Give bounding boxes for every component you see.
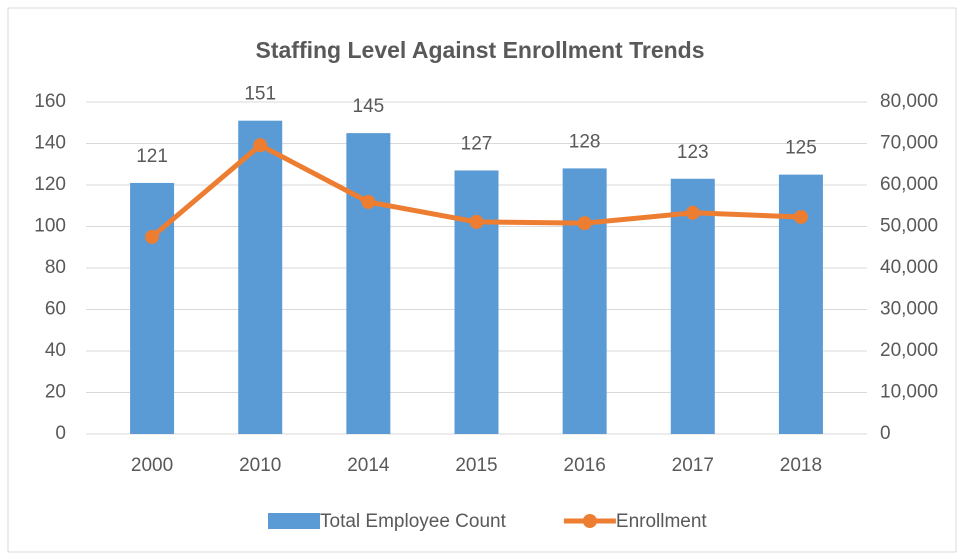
bar	[454, 170, 499, 434]
y2-tick-label: 0	[880, 423, 891, 444]
line-marker	[361, 195, 376, 210]
legend-label: Total Employee Count	[320, 511, 507, 532]
x-tick-label: 2018	[780, 455, 822, 476]
data-label: 127	[461, 133, 493, 154]
data-label: 123	[677, 142, 709, 163]
x-tick-label: 2016	[564, 455, 606, 476]
y-tick-label: 20	[45, 382, 66, 403]
y-tick-label: 140	[34, 133, 66, 154]
y2-tick-label: 30,000	[880, 299, 938, 320]
y2-tick-label: 20,000	[880, 340, 938, 361]
bar	[346, 133, 391, 434]
legend-marker	[582, 514, 597, 528]
y-tick-label: 80	[45, 257, 66, 278]
x-tick-label: 2014	[347, 455, 390, 476]
x-tick-label: 2017	[672, 455, 714, 476]
line-marker	[685, 205, 700, 220]
line-marker	[577, 216, 592, 231]
y-tick-label: 120	[34, 174, 66, 195]
line-marker	[253, 138, 268, 153]
legend-label: Enrollment	[616, 511, 708, 532]
bar	[562, 168, 607, 434]
y2-tick-label: 40,000	[880, 257, 938, 278]
line-marker	[145, 229, 160, 244]
legend-swatch	[268, 513, 320, 529]
y-tick-label: 160	[34, 91, 66, 112]
x-tick-label: 2010	[239, 455, 281, 476]
y2-tick-label: 60,000	[880, 174, 938, 195]
data-label: 121	[136, 146, 168, 167]
line-marker	[469, 214, 484, 229]
line-marker	[793, 209, 808, 224]
data-label: 125	[785, 138, 817, 159]
data-label: 151	[244, 84, 276, 105]
x-tick-label: 2000	[131, 455, 173, 476]
y2-tick-label: 10,000	[880, 382, 938, 403]
bar	[670, 178, 715, 434]
y2-tick-label: 50,000	[880, 216, 938, 237]
y-tick-label: 60	[45, 299, 66, 320]
chart-title: Staffing Level Against Enrollment Trends	[256, 37, 705, 63]
y-tick-label: 0	[55, 423, 66, 444]
y-tick-label: 40	[45, 340, 66, 361]
data-label: 128	[569, 131, 601, 152]
data-label: 145	[353, 96, 385, 117]
y-tick-label: 100	[34, 216, 66, 237]
y2-tick-label: 80,000	[880, 91, 938, 112]
x-tick-label: 2015	[455, 455, 497, 476]
bar	[238, 120, 283, 435]
y2-tick-label: 70,000	[880, 133, 938, 154]
